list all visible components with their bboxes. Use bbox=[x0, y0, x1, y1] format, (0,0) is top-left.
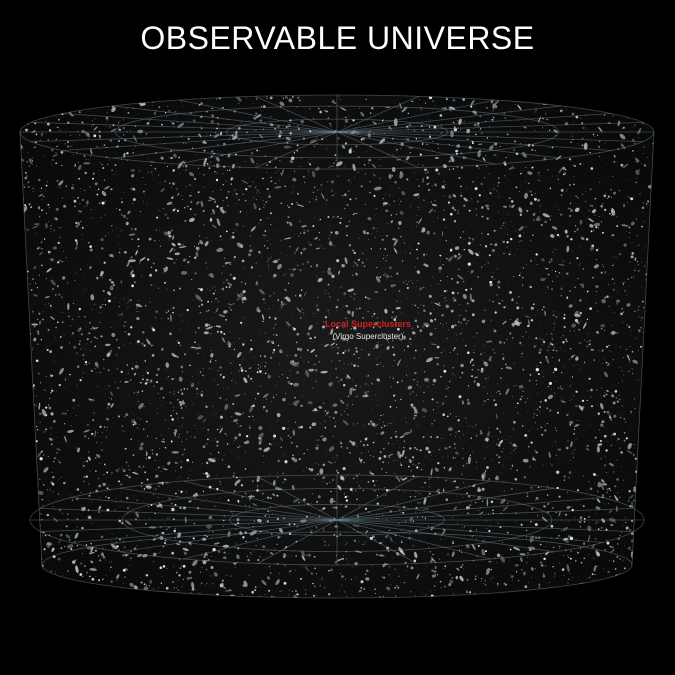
bottom-spokes bbox=[30, 475, 644, 565]
cylinder-wireframe bbox=[19, 94, 655, 599]
supercluster-label: Local Superclusters bbox=[324, 319, 412, 329]
galaxy-field bbox=[20, 95, 654, 598]
right-edge bbox=[631, 131, 655, 566]
top-spokes bbox=[20, 95, 654, 169]
cylinder-body bbox=[20, 95, 654, 598]
bottom-ellipse bbox=[29, 474, 645, 566]
top-ellipse bbox=[19, 94, 655, 170]
bottom-rings bbox=[121, 488, 553, 552]
bottom-rim bbox=[41, 531, 633, 599]
left-edge bbox=[19, 131, 43, 566]
supercluster-sublabel: (Virgo Supercluster) bbox=[332, 332, 404, 341]
top-rings bbox=[114, 105, 560, 159]
page-title: OBSERVABLE UNIVERSE bbox=[140, 20, 535, 56]
